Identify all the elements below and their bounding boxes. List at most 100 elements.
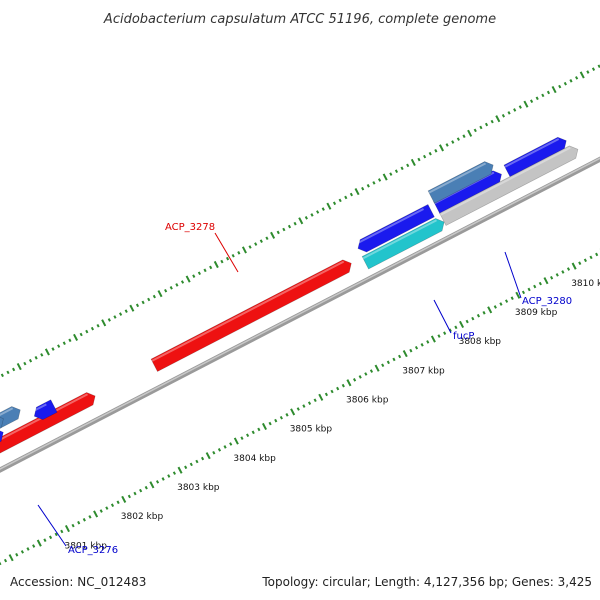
outer-tick-mark [259, 239, 263, 243]
outer-tick-mark [152, 294, 156, 299]
outer-tick-mark [410, 158, 416, 167]
outer-tick-mark [541, 93, 545, 98]
inner-tick-mark [246, 433, 250, 438]
inner-tick-mark [313, 398, 317, 403]
gene-grey-11 [439, 145, 579, 226]
inner-tick-mark [251, 430, 255, 435]
inner-tick-mark [184, 465, 188, 470]
outer-tick-mark [298, 217, 304, 225]
outer-tick-mark [338, 198, 342, 203]
inner-tick-mark [414, 345, 419, 350]
inner-tick-mark [200, 456, 205, 461]
gene-highlight-9 [362, 219, 437, 260]
inner-tick-mark [64, 524, 70, 533]
inner-tick-mark [561, 270, 565, 274]
inner-tick-mark [82, 518, 86, 522]
inner-tick-mark [60, 529, 64, 534]
inner-tick-mark [510, 296, 514, 300]
backbone-highlight [0, 157, 600, 470]
inner-tick-mark [583, 258, 587, 263]
genome-summary-text: Topology: circular; Length: 4,127,356 bp… [261, 575, 592, 589]
outer-tick-mark [248, 245, 252, 249]
outer-tick-mark [456, 137, 460, 141]
inner-tick-mark [161, 477, 165, 481]
outer-tick-mark [501, 114, 506, 118]
outer-tick-mark [546, 90, 551, 95]
inner-tick-mark [448, 328, 452, 333]
outer-tick-mark [225, 256, 230, 261]
inner-tick-mark [589, 255, 593, 260]
outer-tick-mark [293, 221, 297, 226]
tick-label-3805: 3805 kbp [290, 425, 333, 435]
gene-highlight-2 [151, 260, 345, 362]
tick-label-3808: 3808 kbp [459, 337, 502, 347]
inner-tick-mark [233, 437, 239, 445]
outer-tick-mark [40, 353, 44, 357]
outer-tick-mark [438, 144, 444, 152]
inner-tick-mark [189, 462, 193, 467]
inner-tick-mark [257, 427, 261, 432]
outer-tick-mark [523, 100, 529, 108]
inner-tick-mark [426, 340, 430, 344]
inner-tick-mark [8, 554, 14, 562]
inner-tick-mark [274, 418, 278, 423]
inner-tick-mark [346, 379, 352, 387]
outer-tick-mark [563, 81, 567, 86]
outer-tick-mark [62, 341, 66, 346]
outer-tick-mark [326, 202, 332, 210]
outer-tick-mark [495, 115, 501, 123]
inner-tick-mark [139, 488, 143, 493]
outer-tick-mark [484, 122, 489, 127]
inner-tick-mark [302, 404, 306, 408]
inner-tick-mark [240, 436, 244, 440]
outer-tick-mark [113, 315, 117, 319]
inner-tick-mark [487, 306, 493, 314]
inner-tick-mark [26, 547, 30, 551]
inner-tick-mark [36, 539, 42, 547]
gene-blue-6 [357, 204, 435, 253]
gene-blue-4 [0, 430, 4, 443]
inner-tick-mark [0, 561, 2, 566]
inner-tick-mark [505, 299, 509, 303]
outer-tick-mark [332, 201, 337, 206]
inner-tick-mark [261, 422, 267, 431]
inner-tick-mark [279, 415, 283, 420]
inner-tick-mark [121, 495, 127, 503]
inner-tick-mark [88, 515, 92, 519]
gene-highlight-10 [428, 162, 487, 194]
tick-marks [0, 64, 600, 566]
outer-tick-mark [310, 213, 314, 217]
outer-tick-mark [237, 251, 241, 255]
outer-tick-mark [79, 332, 83, 337]
inner-tick-mark [77, 520, 81, 525]
outer-tick-mark [575, 76, 579, 80]
outer-tick-mark [164, 288, 168, 293]
inner-tick-mark [374, 364, 380, 372]
inner-tick-mark [409, 348, 413, 353]
gene-highlight-8 [504, 138, 560, 168]
inner-tick-mark [93, 510, 99, 518]
outer-tick-mark [372, 181, 376, 185]
outer-tick-mark [507, 111, 511, 115]
inner-tick-mark [550, 275, 554, 280]
outer-tick-mark [265, 236, 269, 241]
inner-tick-mark [296, 407, 300, 411]
inner-tick-mark [195, 459, 199, 464]
inner-tick-mark [20, 550, 24, 554]
outer-tick-mark [344, 195, 348, 200]
outer-tick-mark [569, 79, 573, 83]
outer-tick-mark [44, 348, 50, 356]
inner-tick-mark [402, 350, 408, 358]
gene-features [0, 136, 579, 454]
outer-tick-mark [382, 173, 388, 181]
inner-tick-mark [578, 261, 582, 265]
outer-tick-mark [34, 356, 38, 360]
inner-tick-mark [290, 408, 296, 416]
accession-text: Accession: NC_012483 [10, 575, 146, 589]
inner-tick-mark [499, 302, 503, 306]
inner-tick-mark [566, 267, 571, 271]
outer-tick-mark [231, 253, 235, 258]
inner-tick-mark [99, 509, 103, 513]
outer-tick-mark [473, 128, 477, 133]
tick-label-3804: 3804 kbp [233, 454, 276, 464]
